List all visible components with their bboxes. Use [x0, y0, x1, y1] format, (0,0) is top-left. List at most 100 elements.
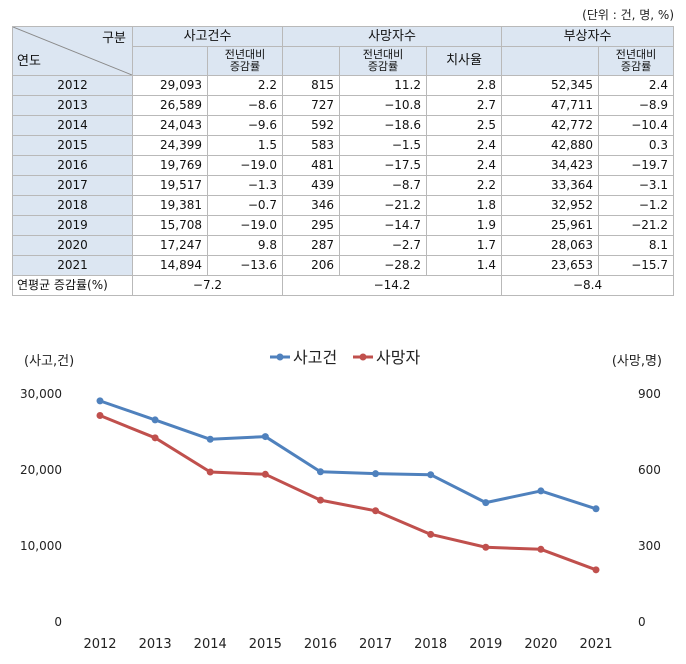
- accidents-rate-cell: −19.0: [207, 155, 283, 176]
- series-line-1: [99, 399, 597, 511]
- injured-cell: 42,880: [501, 135, 600, 156]
- average-deaths: −14.2: [281, 275, 503, 296]
- accidents-cell: 19,517: [132, 175, 208, 196]
- header-year: 연도: [17, 54, 41, 69]
- injured-rate-cell: −15.7: [598, 255, 675, 276]
- y-left-tick-label: 20,000: [20, 463, 62, 477]
- table-row: 2016 19,769 −19.0 481 −17.5 2.4 34,423 −19.7: [12, 155, 675, 176]
- x-tick-label: 2014: [194, 637, 227, 652]
- deaths-cell: 727: [282, 95, 340, 116]
- subheader-deaths-rate: 전년대비 증감률: [339, 46, 427, 76]
- unit-note: (단위 : 건, 명, %): [582, 8, 674, 22]
- accidents-rate-cell: −13.6: [207, 255, 283, 276]
- injured-rate-cell: −19.7: [598, 155, 675, 176]
- series-2-point: [427, 530, 435, 538]
- table-row: 2021 14,894 −13.6 206 −28.2 1.4 23,653 −15.7: [12, 255, 675, 276]
- series-2-point: [206, 468, 214, 476]
- deaths-cell: 481: [282, 155, 340, 176]
- table-row: 2014 24,043 −9.6 592 −18.6 2.5 42,772 −10.4: [12, 115, 675, 136]
- table-row: 2013 26,589 −8.6 727 −10.8 2.7 47,711 −8.9: [12, 95, 675, 116]
- y-left-tick-label: 0: [54, 615, 62, 629]
- series-1-point: [206, 435, 214, 443]
- series-1-point: [151, 416, 159, 424]
- deaths-rate-cell: 11.2: [339, 75, 427, 96]
- subheader-blank: [501, 46, 600, 76]
- statistics-table: 구분 연도 사고건수 사망자수 부상자수 전년대비 증감률 전년대비 증감률 치…: [12, 26, 675, 296]
- year-cell: 2020: [12, 235, 133, 256]
- table-row: 2015 24,399 1.5 583 −1.5 2.4 42,880 0.3: [12, 135, 675, 156]
- legend-label-1: 사고건: [293, 348, 337, 367]
- year-cell: 2015: [12, 135, 133, 156]
- series-2-point: [316, 496, 324, 504]
- x-tick-label: 2017: [359, 637, 392, 652]
- x-tick-label: 2012: [83, 637, 116, 652]
- subheader-injured-rate: 전년대비 증감률: [598, 46, 675, 76]
- deaths-rate-cell: −2.7: [339, 235, 427, 256]
- line-chart: (사고,건) (사망,명) 사고건 사망자 0 10,000 20,000 30,000…: [20, 348, 662, 652]
- injured-rate-cell: −1.2: [598, 195, 675, 216]
- chart-legend: 사고건 사망자: [270, 348, 420, 367]
- accidents-cell: 24,399: [132, 135, 208, 156]
- x-tick-label: 2020: [524, 637, 557, 652]
- deaths-rate-cell: −17.5: [339, 155, 427, 176]
- subheader-fatality: 치사율: [425, 46, 503, 76]
- deaths-cell: 815: [282, 75, 340, 96]
- x-tick-label: 2016: [304, 637, 337, 652]
- fatality-cell: 1.7: [425, 235, 503, 256]
- deaths-rate-cell: −14.7: [339, 215, 427, 236]
- year-cell: 2012: [12, 75, 133, 96]
- series-line-2: [99, 414, 597, 572]
- accidents-cell: 15,708: [132, 215, 208, 236]
- header-corner: 구분 연도: [12, 26, 133, 76]
- table-row: 2018 19,381 −0.7 346 −21.2 1.8 32,952 −1.2: [12, 195, 675, 216]
- accidents-rate-cell: −8.6: [207, 95, 283, 116]
- axis-ticks: 0 10,000 20,000 30,000 0 300 600 900 2012 2013 201…: [20, 387, 661, 652]
- x-tick-label: 2021: [579, 637, 612, 652]
- x-tick-label: 2013: [139, 637, 172, 652]
- deaths-rate-cell: −10.8: [339, 95, 427, 116]
- fatality-cell: 2.4: [425, 135, 503, 156]
- table-body: 2012 29,093 2.2 815 11.2 2.8 52,345 2.4 2013 26,5…: [12, 75, 675, 296]
- injured-rate-cell: 2.4: [598, 75, 675, 96]
- year-cell: 2013: [12, 95, 133, 116]
- series-1-point: [261, 433, 269, 441]
- average-injured: −8.4: [501, 275, 675, 296]
- y-right-tick-label: 300: [638, 539, 661, 553]
- deaths-rate-cell: −8.7: [339, 175, 427, 196]
- injured-cell: 47,711: [501, 95, 600, 116]
- deaths-cell: 439: [282, 175, 340, 196]
- table-row: 2012 29,093 2.2 815 11.2 2.8 52,345 2.4: [12, 75, 675, 96]
- series-2-point: [261, 470, 269, 478]
- series-2-point: [537, 545, 545, 553]
- y-axis-right-label: (사망,명): [612, 354, 662, 369]
- fatality-cell: 2.8: [425, 75, 503, 96]
- y-axis-left-label: (사고,건): [24, 354, 74, 369]
- deaths-rate-cell: −28.2: [339, 255, 427, 276]
- injured-rate-cell: −3.1: [598, 175, 675, 196]
- subheader-blank: [282, 46, 340, 76]
- year-cell: 2017: [12, 175, 133, 196]
- deaths-cell: 287: [282, 235, 340, 256]
- series-1-point: [316, 468, 324, 476]
- year-cell: 2014: [12, 115, 133, 136]
- y-left-tick-label: 10,000: [20, 539, 62, 553]
- accidents-rate-cell: −19.0: [207, 215, 283, 236]
- x-tick-label: 2019: [469, 637, 502, 652]
- year-cell: 2021: [12, 255, 133, 276]
- accidents-cell: 24,043: [132, 115, 208, 136]
- plot-area: [96, 397, 600, 574]
- y-right-tick-label: 0: [638, 615, 646, 629]
- fatality-cell: 2.7: [425, 95, 503, 116]
- accidents-rate-cell: −1.3: [207, 175, 283, 196]
- accidents-cell: 26,589: [132, 95, 208, 116]
- injured-rate-cell: 8.1: [598, 235, 675, 256]
- x-tick-label: 2015: [249, 637, 282, 652]
- deaths-cell: 206: [282, 255, 340, 276]
- accidents-cell: 17,247: [132, 235, 208, 256]
- injured-cell: 52,345: [501, 75, 600, 96]
- legend-marker-2: [359, 353, 367, 361]
- series-2-point: [482, 543, 490, 551]
- subheader-text: 전년대비 증감률: [224, 48, 266, 73]
- accidents-rate-cell: 9.8: [207, 235, 283, 256]
- deaths-cell: 346: [282, 195, 340, 216]
